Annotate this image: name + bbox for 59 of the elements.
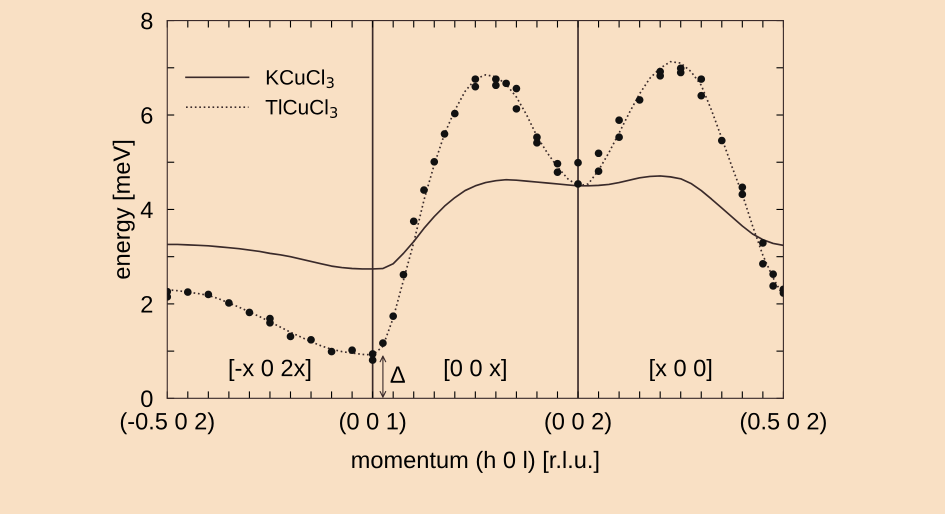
point [225,299,233,307]
point [328,348,336,356]
point [410,217,418,226]
point [512,84,520,92]
y-tick-label: 4 [140,202,153,218]
legend-label: KCuCl$_{3}$ [266,69,334,88]
point [472,82,480,90]
point [246,308,254,316]
point [697,75,706,83]
y-tick-label: 8 [141,12,152,30]
point [348,346,356,354]
point [636,96,644,104]
point [472,75,480,83]
y-tick-label: 6 [141,107,152,124]
y-axis-title: energy [meV] [112,140,135,279]
point [379,339,387,347]
annotation: Δ [390,366,405,383]
point [533,139,541,147]
point [615,133,623,142]
x-axis-title: momentum (h 0 l) [r.l.u.] [352,450,598,473]
point [450,110,459,118]
point [554,160,562,168]
point [554,168,562,176]
y-tick-label: 2 [141,296,152,312]
point [594,167,602,176]
x-tick-label: (0 0 2) [545,412,611,434]
point [574,180,582,188]
point [738,190,746,198]
point [769,270,777,278]
point [286,332,294,340]
point [594,149,602,158]
point [738,183,746,192]
point [512,105,520,113]
point [502,80,510,88]
point [759,260,767,268]
x-tick-label: (0 0 1) [340,412,406,434]
legend-label: TlCuCl$_{3}$ [266,99,338,118]
point [492,81,500,90]
point [718,136,726,144]
x-tick-label: (-0.5 0 2) [120,412,214,434]
point [184,288,192,296]
point [697,92,706,100]
point [368,356,376,364]
point [574,158,582,167]
point [759,239,767,247]
annotation: [x 0 0] [650,359,712,382]
point [307,336,315,344]
point [389,312,397,320]
point [400,270,408,278]
x-tick-label: (0.5 0 2) [740,412,826,434]
annotation: [-x 0 2x] [230,359,310,382]
point [769,282,777,290]
annotation: [0 0 x] [444,359,506,382]
point [615,116,623,124]
point [440,130,448,138]
y-tick-label: 0 [141,390,152,408]
point [430,158,438,166]
point [204,290,212,298]
point [420,186,428,194]
